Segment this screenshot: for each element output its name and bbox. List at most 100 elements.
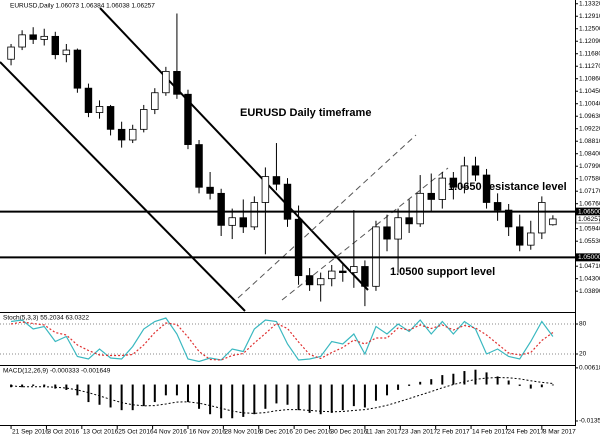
x-tick-label: 16 Nov 2016 <box>189 429 226 436</box>
y-tick-label: 1.12090 <box>579 38 600 45</box>
histogram-bar <box>496 376 499 385</box>
x-tick-label: 3 Oct 2016 <box>47 429 79 436</box>
histogram-bar <box>386 384 389 396</box>
histogram-bar <box>352 384 355 407</box>
candle-body <box>427 192 435 200</box>
histogram-bar <box>330 384 333 413</box>
candle-body <box>350 266 358 273</box>
histogram-bar <box>109 384 112 408</box>
candle-body <box>449 177 458 188</box>
histogram-bar <box>408 384 411 386</box>
candle-body <box>162 71 170 94</box>
x-tick-label: 11 Jan 2017 <box>366 429 402 436</box>
histogram-bar <box>164 384 167 396</box>
histogram-bar <box>32 384 35 386</box>
histogram-bar <box>87 384 90 403</box>
y-tick-label: 1.07170 <box>579 188 600 195</box>
candle-body <box>95 106 104 113</box>
candle-body <box>383 226 391 240</box>
level-label: 1.06500 <box>578 208 600 215</box>
candle-body <box>73 49 82 89</box>
y-tick-label: 1.07990 <box>579 163 600 170</box>
candle-body <box>51 35 60 56</box>
annotation: 1.0650 resistance level <box>448 181 567 193</box>
x-tick-label: 4 Nov 2016 <box>154 429 188 436</box>
histogram-bar <box>518 384 521 386</box>
candle-body <box>239 217 247 228</box>
channel-line <box>237 134 417 299</box>
histogram-bar <box>209 384 212 415</box>
y-tick-label: 1.08400 <box>579 150 600 157</box>
candle-body <box>62 49 71 56</box>
candle-body <box>316 278 325 286</box>
x-tick-label: 21 Sep 2016 <box>12 429 49 436</box>
x-tick-label: 20 Dec 2016 <box>295 429 332 436</box>
histogram-bar <box>65 384 68 390</box>
x-tick-label: 8 Mar 2017 <box>543 429 576 436</box>
candle-body <box>106 106 115 130</box>
candle-body <box>206 186 214 194</box>
candle-body <box>18 34 26 48</box>
candle-body <box>151 92 159 110</box>
x-tick-label: 28 Nov 2016 <box>224 429 261 436</box>
candle-body <box>7 46 15 60</box>
candle-body <box>394 217 402 240</box>
candle-body <box>173 71 181 95</box>
y-tick-label: 1.03890 <box>579 288 600 295</box>
chart-title: EURUSD,Daily 1.06073 1.06384 1.06038 1.0… <box>10 3 155 10</box>
candle-body <box>527 232 535 246</box>
y-tick-label: 1.05940 <box>579 225 600 232</box>
candle-body <box>361 266 369 287</box>
y-tick-label: -0.01351 <box>579 418 600 425</box>
histogram-bar <box>186 384 189 403</box>
candle-body <box>438 177 447 200</box>
y-tick-label: 1.04300 <box>579 275 600 282</box>
annotation: EURUSD Daily timeframe <box>240 107 371 119</box>
histogram-bar <box>253 384 256 415</box>
candle-body <box>261 176 270 203</box>
y-tick-label: 1.11680 <box>579 50 600 57</box>
histogram-bar <box>430 379 433 385</box>
histogram-bar <box>242 384 245 417</box>
candle-body <box>128 128 137 141</box>
y-tick-label: 1.04710 <box>579 263 600 270</box>
candle-body <box>40 35 48 40</box>
y-tick-label: 1.09220 <box>579 125 600 132</box>
histogram-bar <box>297 384 300 411</box>
candle-body <box>140 109 148 130</box>
indicator-line <box>10 321 554 361</box>
histogram-bar <box>419 381 422 385</box>
histogram-bar <box>220 384 223 419</box>
candle-body <box>549 218 557 226</box>
histogram-bar <box>198 384 201 409</box>
y-tick-label: 1.08810 <box>579 138 600 145</box>
candle-body <box>117 128 126 141</box>
y-tick-label: 1.09630 <box>579 113 600 120</box>
y-tick-label: 1.10860 <box>579 75 600 82</box>
candle-body <box>328 270 336 280</box>
candle-body <box>538 202 546 234</box>
histogram-bar <box>485 372 488 385</box>
histogram-bar <box>397 384 400 390</box>
annotation: 1.0500 support level <box>390 266 495 278</box>
candle-body <box>29 34 37 40</box>
y-tick-label: 1.10040 <box>579 100 600 107</box>
level-label-box <box>576 207 600 216</box>
x-tick-label: 14 Feb 2017 <box>472 429 509 436</box>
candle-body <box>515 226 524 246</box>
histogram-bar <box>463 371 466 385</box>
histogram-bar <box>175 384 178 396</box>
x-tick-label: 2 Feb 2017 <box>437 429 470 436</box>
price-panel <box>7 13 557 307</box>
candle-body <box>493 202 502 211</box>
histogram-bar <box>275 384 278 404</box>
histogram-bar <box>341 384 344 411</box>
candle-body <box>217 192 225 226</box>
candle-body <box>416 192 424 225</box>
histogram-bar <box>363 384 366 408</box>
last-price-label: 1.06257 <box>578 216 600 223</box>
candle-body <box>283 183 292 220</box>
x-tick-label: 25 Oct 2016 <box>118 429 154 436</box>
trend-line <box>0 61 246 312</box>
